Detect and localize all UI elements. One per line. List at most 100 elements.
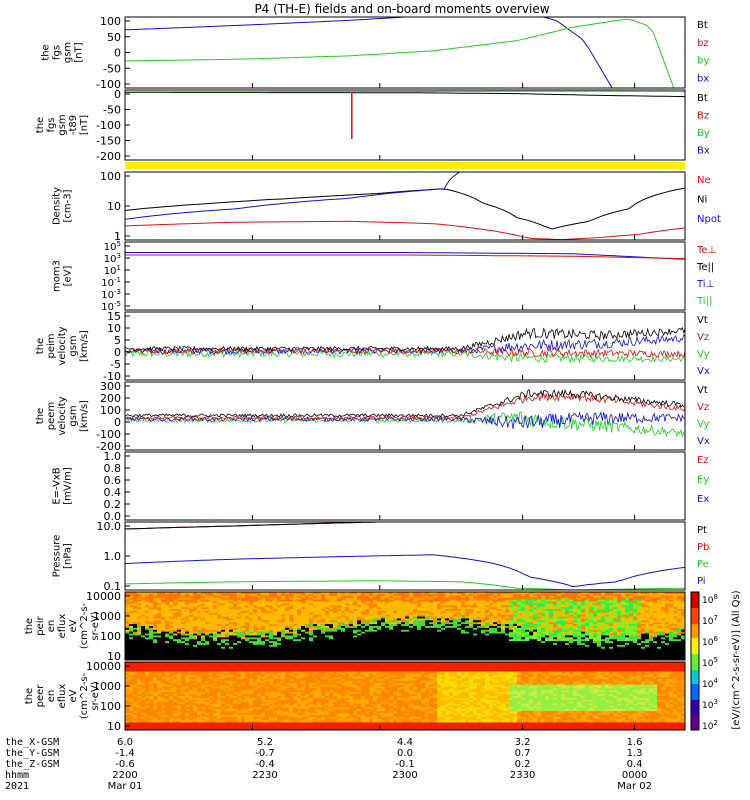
heat-cell [201,605,206,608]
heat-cell [369,644,374,648]
heat-cell [417,610,422,614]
heat-cell [293,658,298,660]
heat-cell [457,631,462,635]
heat-cell [417,650,422,653]
heat-cell [241,641,246,644]
heat-cell [185,631,190,635]
heat-cell [541,654,546,657]
heat-cell [449,639,454,642]
heat-cell [601,652,606,655]
heat-cell [389,627,394,631]
heat-cell [357,629,362,633]
heat-cell [317,639,322,642]
heat-cell [309,648,314,652]
heat-cell [253,614,258,618]
heat-cell [633,614,638,618]
heat-cell [465,629,470,633]
heat-cell [489,635,494,638]
heat-cell [241,629,246,633]
heat-cell [481,593,486,597]
heat-cell [329,629,334,633]
heat-cell [169,599,174,602]
heat-cell [393,618,398,621]
heat-cell [453,605,458,608]
heat-cell [369,620,374,623]
heat-cell [329,609,334,612]
heat-cell [401,652,406,655]
heat-cell [573,650,578,653]
heat-cell [161,599,166,602]
heat-cell [553,609,558,612]
heat-cell [225,643,230,646]
heat-cell [405,599,410,602]
heat-cell [637,624,642,627]
heat-cell [345,597,350,601]
heat-cell [521,601,526,604]
heat-cell [205,618,210,621]
ylabel-line: [nPa] [63,543,74,569]
heat-cell [453,620,458,623]
heat-cell [313,643,318,646]
heat-cell [301,607,306,610]
heat-cell [577,592,582,595]
heat-cell [221,616,226,619]
ytick-label: -50 [103,62,121,75]
heat-cell [641,643,646,646]
panel-2-data [125,90,685,139]
heat-cell [153,652,158,655]
heat-cell [221,658,226,660]
heat-cell [385,629,390,633]
heat-cell [585,610,590,614]
heat-cell [629,646,634,650]
heat-cell [141,639,146,642]
heat-cell [461,592,466,595]
heat-cell [357,601,362,604]
heat-cell [281,631,286,635]
heat-cell [513,610,518,614]
heat-cell [193,644,198,648]
heat-cell [377,652,382,655]
heat-cell [333,641,338,644]
heat-cell [289,652,294,655]
heat-cell [317,641,322,644]
heat-cell [601,595,606,599]
heat-cell [273,618,278,621]
heat-cell [165,631,170,635]
heat-cell [437,616,442,619]
heat-cell [401,650,406,653]
heat-cell [373,622,378,625]
heat-cell [585,599,590,602]
heat-cell [337,612,342,616]
heat-cell [245,646,250,650]
heat-cell [633,616,638,619]
heat-cell [393,610,398,614]
heat-cell [321,656,326,659]
heat-cell [277,593,282,597]
series-bt-line [125,91,685,98]
heat-cell [405,612,410,616]
heat-cell [137,597,142,601]
heat-cell [409,646,414,650]
series-te⊥-line [125,254,685,260]
heat-cell [169,624,174,627]
heat-cell [209,633,214,636]
heat-cell [225,599,230,602]
heat-cell [161,646,166,650]
heat-cell [169,626,174,629]
heat-cell [205,643,210,646]
heat-cell [569,592,574,595]
heat-cell [249,643,254,646]
heat-cell [417,641,422,644]
heat-cell [349,618,354,621]
heat-cell [217,629,222,633]
heat-cell [545,633,550,636]
heat-cell [253,605,258,608]
heat-cell [617,614,622,618]
heat-cell [273,614,278,618]
heat-cell [245,639,250,642]
heat-cell [429,658,434,660]
heat-cell [501,599,506,602]
heat-cell [325,639,330,642]
heat-cell [189,620,194,623]
